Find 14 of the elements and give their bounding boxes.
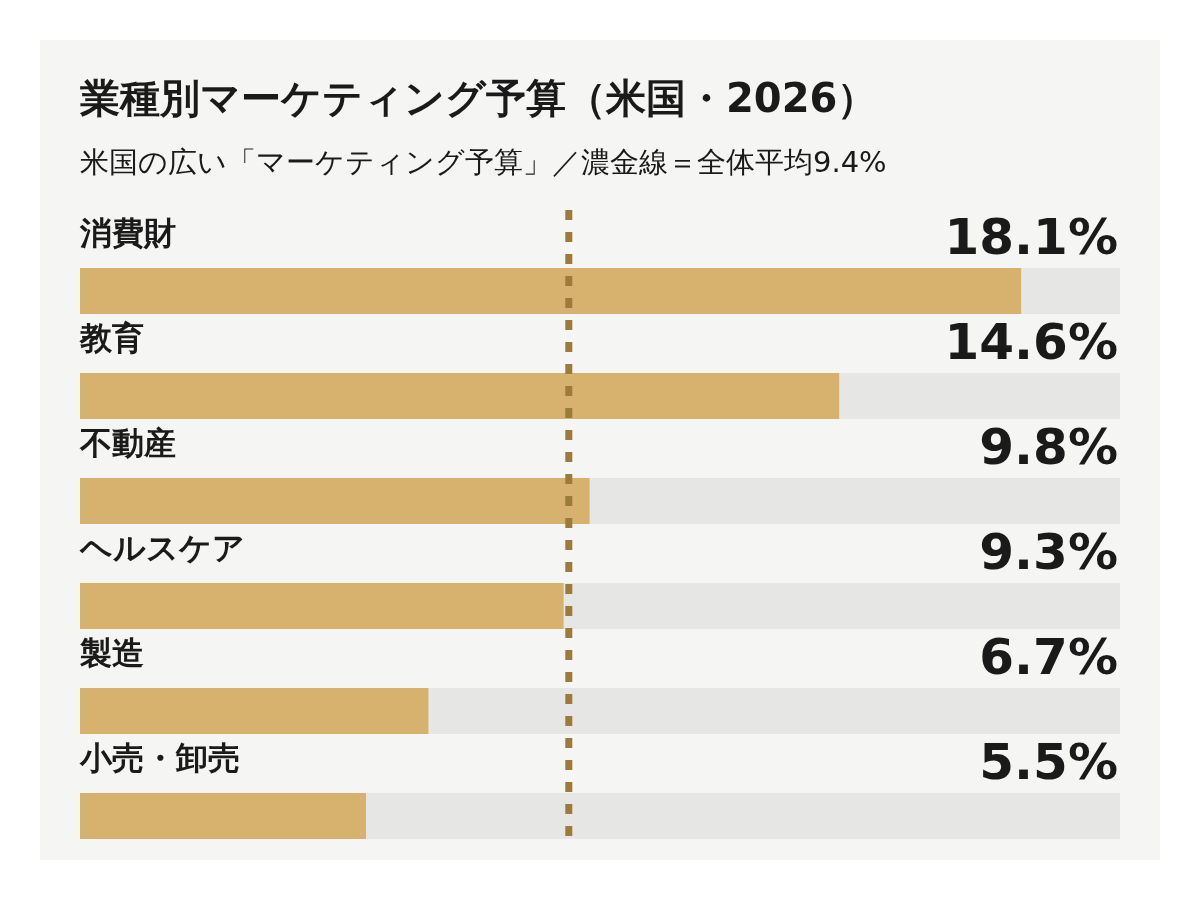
- chart-subtitle: 米国の広い「マーケティング予算」／濃金線＝全体平均9.4%: [80, 145, 887, 179]
- data-label: 14.6%: [944, 313, 1118, 371]
- y-tick-label: ヘルスケア: [79, 529, 245, 567]
- y-tick-label: 不動産: [79, 424, 176, 462]
- y-tick-label: 教育: [79, 319, 144, 357]
- chart-title: 業種別マーケティング予算（米国・2026）: [79, 75, 878, 121]
- data-label: 9.8%: [979, 418, 1118, 476]
- data-label: 9.3%: [979, 523, 1118, 581]
- data-label: 18.1%: [944, 208, 1118, 266]
- data-label: 6.7%: [979, 628, 1118, 686]
- data-label: 5.5%: [979, 733, 1118, 791]
- y-tick-label: 消費財: [79, 214, 176, 252]
- y-tick-label: 小売・卸売: [79, 739, 240, 777]
- y-tick-label: 製造: [79, 634, 144, 672]
